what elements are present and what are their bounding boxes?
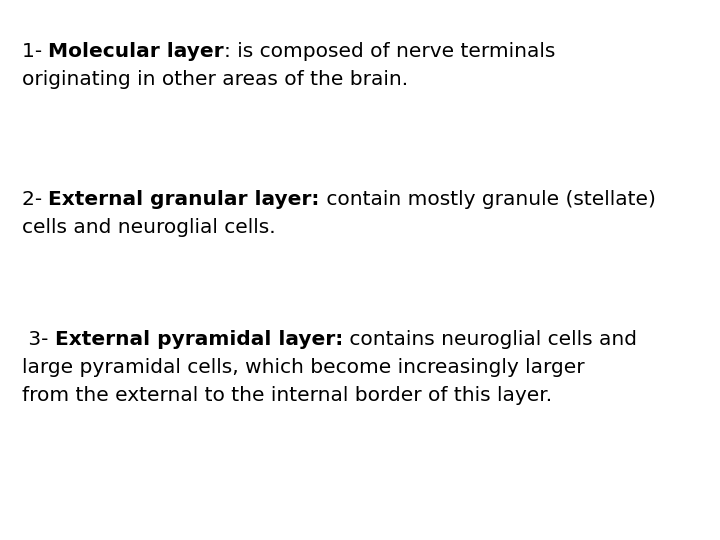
Text: 1-: 1- [22, 42, 48, 61]
Text: contains neuroglial cells and: contains neuroglial cells and [343, 330, 637, 349]
Text: from the external to the internal border of this layer.: from the external to the internal border… [22, 386, 552, 405]
Text: originating in other areas of the brain.: originating in other areas of the brain. [22, 70, 408, 89]
Text: External pyramidal layer:: External pyramidal layer: [55, 330, 343, 349]
Text: cells and neuroglial cells.: cells and neuroglial cells. [22, 218, 276, 237]
Text: Molecular layer: Molecular layer [48, 42, 224, 61]
Text: 3-: 3- [22, 330, 55, 349]
Text: large pyramidal cells, which become increasingly larger: large pyramidal cells, which become incr… [22, 358, 585, 377]
Text: contain mostly granule (stellate): contain mostly granule (stellate) [320, 190, 656, 209]
Text: 2-: 2- [22, 190, 48, 209]
Text: External granular layer:: External granular layer: [48, 190, 320, 209]
Text: : is composed of nerve terminals: : is composed of nerve terminals [224, 42, 556, 61]
